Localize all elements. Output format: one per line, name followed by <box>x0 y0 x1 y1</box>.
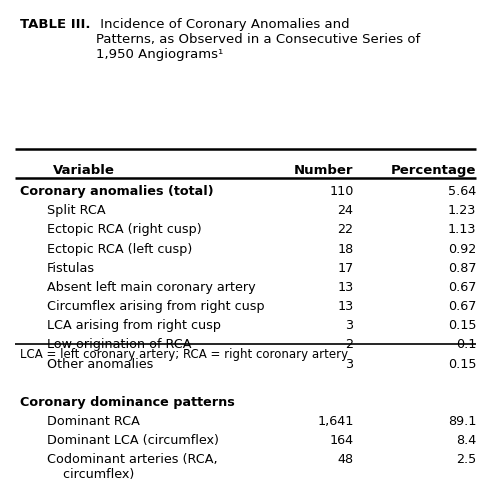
Text: Dominant LCA (circumflex): Dominant LCA (circumflex) <box>47 434 218 447</box>
Text: 0.92: 0.92 <box>447 242 475 255</box>
Text: Coronary dominance patterns: Coronary dominance patterns <box>20 396 234 409</box>
Text: 3: 3 <box>345 358 353 371</box>
Text: Ectopic RCA (left cusp): Ectopic RCA (left cusp) <box>47 242 191 255</box>
Text: 0.67: 0.67 <box>447 300 475 313</box>
Text: 0.87: 0.87 <box>447 262 475 275</box>
Text: 22: 22 <box>337 223 353 236</box>
Text: Codominant arteries (RCA,
    circumflex): Codominant arteries (RCA, circumflex) <box>47 454 217 482</box>
Text: 48: 48 <box>337 454 353 467</box>
Text: Other anomalies: Other anomalies <box>47 358 153 371</box>
Text: 2.5: 2.5 <box>455 454 475 467</box>
Text: 5.64: 5.64 <box>447 185 475 198</box>
Text: Number: Number <box>294 164 353 177</box>
Text: Percentage: Percentage <box>390 164 475 177</box>
Text: 17: 17 <box>337 262 353 275</box>
Text: Absent left main coronary artery: Absent left main coronary artery <box>47 281 255 294</box>
Text: Ectopic RCA (right cusp): Ectopic RCA (right cusp) <box>47 223 201 236</box>
Text: Fistulas: Fistulas <box>47 262 95 275</box>
Text: Dominant RCA: Dominant RCA <box>47 415 139 428</box>
Text: 1,641: 1,641 <box>317 415 353 428</box>
Text: 0.1: 0.1 <box>455 338 475 351</box>
Text: 0.67: 0.67 <box>447 281 475 294</box>
Text: 0.15: 0.15 <box>447 319 475 332</box>
Text: 1.23: 1.23 <box>447 204 475 217</box>
Text: LCA arising from right cusp: LCA arising from right cusp <box>47 319 220 332</box>
Text: Variable: Variable <box>53 164 114 177</box>
Text: 24: 24 <box>337 204 353 217</box>
Text: 164: 164 <box>329 434 353 447</box>
Text: 0.15: 0.15 <box>447 358 475 371</box>
Text: Incidence of Coronary Anomalies and
Patterns, as Observed in a Consecutive Serie: Incidence of Coronary Anomalies and Patt… <box>96 18 419 61</box>
Text: 3: 3 <box>345 319 353 332</box>
Text: 13: 13 <box>337 300 353 313</box>
Text: Low origination of RCA: Low origination of RCA <box>47 338 191 351</box>
Text: 8.4: 8.4 <box>455 434 475 447</box>
Text: Circumflex arising from right cusp: Circumflex arising from right cusp <box>47 300 264 313</box>
Text: 2: 2 <box>345 338 353 351</box>
Text: 13: 13 <box>337 281 353 294</box>
Text: TABLE III.: TABLE III. <box>20 18 90 31</box>
Text: Split RCA: Split RCA <box>47 204 105 217</box>
Text: 1.13: 1.13 <box>447 223 475 236</box>
Text: 18: 18 <box>337 242 353 255</box>
Text: LCA = left coronary artery; RCA = right coronary artery: LCA = left coronary artery; RCA = right … <box>20 348 347 362</box>
Text: Coronary anomalies (total): Coronary anomalies (total) <box>20 185 213 198</box>
Text: 89.1: 89.1 <box>447 415 475 428</box>
Text: 110: 110 <box>329 185 353 198</box>
